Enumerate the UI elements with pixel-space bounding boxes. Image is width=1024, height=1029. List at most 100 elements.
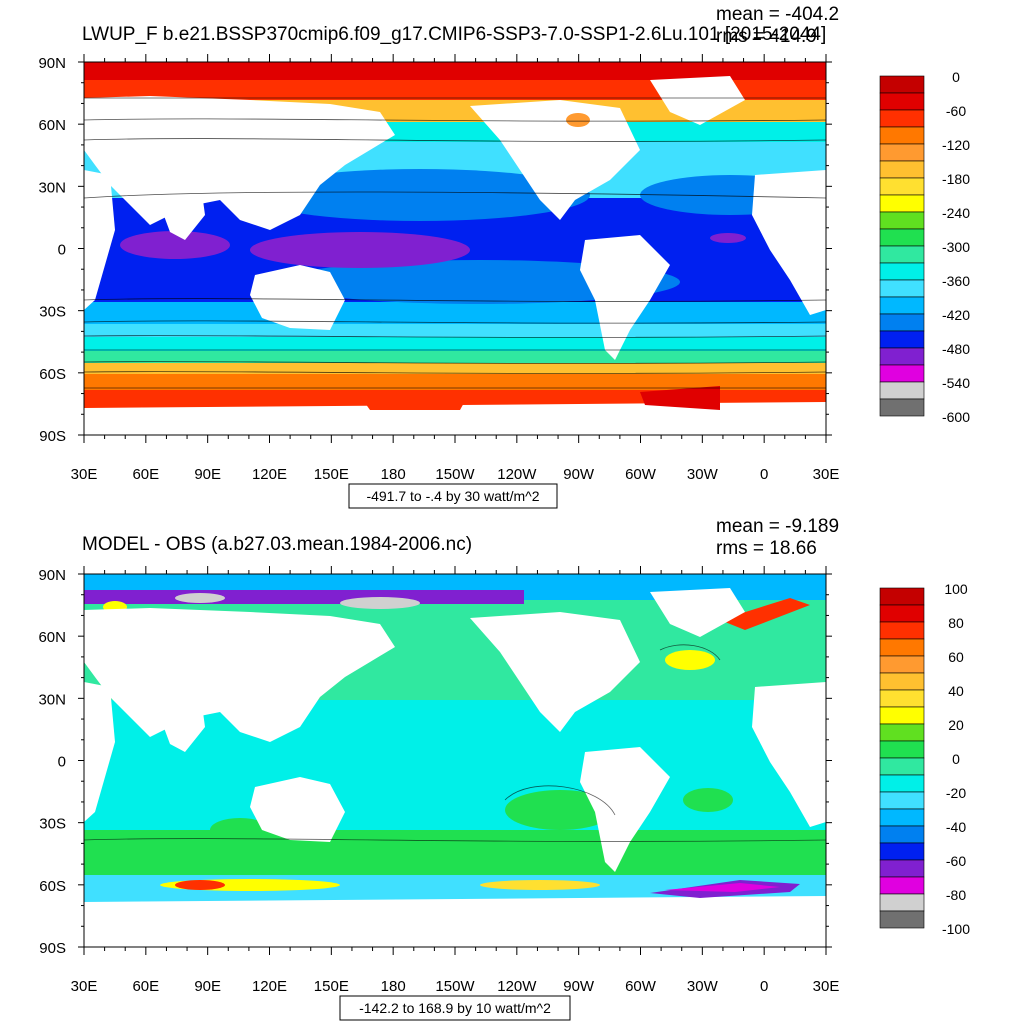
panel-1-rms: rms = 414.9: [716, 26, 817, 47]
lon-label: 90W: [563, 978, 595, 995]
panel-2-lon-labels: 30E 60E 90E 120E 150E 180 150W 120W 90W 60W 30W 0 30…: [71, 978, 840, 995]
colorbar-cell: [879, 177, 925, 196]
colorbar-cell: [879, 109, 925, 128]
panel-2-rms: rms = 18.66: [716, 538, 817, 559]
panel-1-lat-labels: 90N 60N 30N 0 30S 60S 90S: [38, 55, 66, 445]
colorbar-label: -80: [946, 887, 966, 903]
lat-label: 60N: [38, 629, 66, 646]
lat-label: 90S: [39, 428, 66, 445]
colorbar-cell: [879, 621, 925, 640]
lon-label: 180: [381, 466, 406, 483]
panel-2-ticks: [78, 566, 832, 955]
colorbar-label: -20: [946, 785, 966, 801]
lat-label: 90N: [38, 567, 66, 584]
colorbar-cell: [879, 689, 925, 708]
lon-label: 30W: [687, 466, 719, 483]
lon-label: 120W: [497, 466, 537, 483]
lat-label: 60S: [39, 366, 66, 383]
lat-label: 30S: [39, 816, 66, 833]
lat-label: 30S: [39, 304, 66, 321]
colorbar-cell: [879, 143, 925, 162]
colorbar-cell: [879, 638, 925, 657]
colorbar-cell: [879, 245, 925, 264]
lat-label: 90N: [38, 55, 66, 72]
lon-label: 90E: [194, 466, 221, 483]
colorbar-cell: [879, 859, 925, 878]
panel-1-colorbar: [879, 75, 925, 417]
colorbar-cell: [879, 655, 925, 674]
panel-1-range-box: [348, 483, 558, 509]
panel-1-ticks: [78, 54, 832, 443]
colorbar-cell: [879, 364, 925, 383]
lon-label: 150E: [314, 978, 349, 995]
lat-label: 0: [58, 242, 66, 259]
lon-label: 180: [381, 978, 406, 995]
lon-label: 30E: [813, 978, 840, 995]
lon-label: 150W: [435, 466, 475, 483]
panel-2-lat-labels: 90N 60N 30N 0 30S 60S 90S: [38, 567, 66, 957]
colorbar-cell: [879, 398, 925, 417]
colorbar-cell: [879, 723, 925, 742]
colorbar-cell: [879, 604, 925, 623]
colorbar-cell: [879, 160, 925, 179]
colorbar-label: -240: [942, 205, 970, 221]
colorbar-cell: [879, 774, 925, 793]
lon-label: 120W: [497, 978, 537, 995]
colorbar-label: -600: [942, 409, 970, 425]
lon-label: 150E: [314, 466, 349, 483]
colorbar-cell: [879, 672, 925, 691]
lat-label: 60S: [39, 878, 66, 895]
colorbar-label: 20: [948, 717, 964, 733]
colorbar-label: -420: [942, 307, 970, 323]
colorbar-cell: [879, 706, 925, 725]
lat-label: 30N: [38, 691, 66, 708]
lon-label: 60E: [132, 978, 159, 995]
colorbar-label: 60: [948, 649, 964, 665]
lon-label: 0: [760, 466, 768, 483]
colorbar-cell: [879, 228, 925, 247]
colorbar-label: -360: [942, 273, 970, 289]
panel-1-colorbar-labels: 0 -60 -120 -180 -240 -300 -360 -420 -480 -540 -600: [942, 69, 970, 425]
lon-label: 60E: [132, 466, 159, 483]
colorbar-cell: [879, 740, 925, 759]
colorbar-cell: [879, 75, 925, 94]
colorbar-cell: [879, 825, 925, 844]
lat-label: 30N: [38, 179, 66, 196]
lon-label: 90W: [563, 466, 595, 483]
panel-1: LWUP_F b.e21.BSSP370cmip6.f09_g17.CMIP6-…: [38, 4, 970, 509]
colorbar-cell: [879, 791, 925, 810]
colorbar-cell: [879, 893, 925, 912]
colorbar-label: -180: [942, 171, 970, 187]
colorbar-cell: [879, 808, 925, 827]
panel-1-range-label: -491.7 to -.4 by 30 watt/m^2: [366, 488, 539, 504]
panel-2-title: MODEL - OBS (a.b27.03.mean.1984-2006.nc): [82, 534, 472, 555]
lon-label: 60W: [625, 466, 657, 483]
lon-label: 30E: [71, 978, 98, 995]
panel-2-colorbar-labels: 100 80 60 40 20 0 -20 -40 -60 -80 -100: [942, 581, 970, 937]
panel-2-range-label: -142.2 to 168.9 by 10 watt/m^2: [359, 1000, 551, 1016]
colorbar-cell: [879, 910, 925, 929]
lon-label: 90E: [194, 978, 221, 995]
lat-label: 90S: [39, 940, 66, 957]
colorbar-label: -100: [942, 921, 970, 937]
panel-1-lon-labels: 30E 60E 90E 120E 150E 180 150W 120W 90W 60W 30W 0 30…: [71, 466, 840, 483]
colorbar-cell: [879, 347, 925, 366]
colorbar-cell: [879, 296, 925, 315]
colorbar-label: 100: [944, 581, 968, 597]
colorbar-cell: [879, 126, 925, 145]
lat-label: 60N: [38, 117, 66, 134]
colorbar-label: -40: [946, 819, 966, 835]
panel-2-colorbar: [879, 587, 925, 929]
colorbar-cell: [879, 211, 925, 230]
colorbar-label: -300: [942, 239, 970, 255]
colorbar-cell: [879, 279, 925, 298]
lon-label: 30E: [71, 466, 98, 483]
colorbar-cell: [879, 92, 925, 111]
colorbar-cell: [879, 194, 925, 213]
colorbar-cell: [879, 381, 925, 400]
lon-label: 120E: [252, 978, 287, 995]
colorbar-label: -60: [946, 853, 966, 869]
colorbar-label: 0: [952, 69, 960, 85]
colorbar-cell: [879, 587, 925, 606]
colorbar-cell: [879, 313, 925, 332]
